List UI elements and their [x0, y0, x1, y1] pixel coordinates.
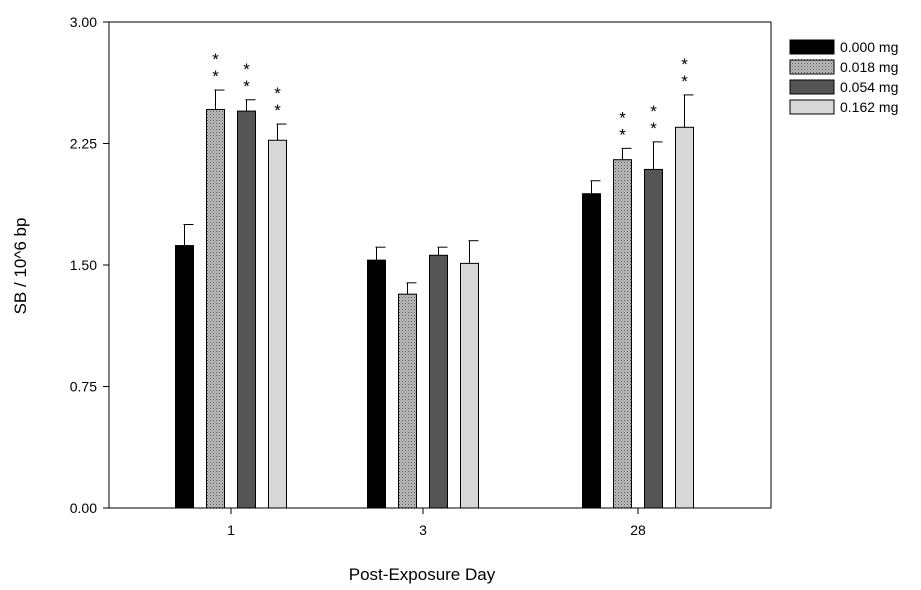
legend-label-2: 0.054 mg [840, 79, 898, 95]
significance-mark-1-0-0: * [212, 50, 219, 69]
bar-2-1 [429, 254, 448, 509]
significance-mark-1-0-1: * [212, 67, 219, 86]
x-axis-title: Post-Exposure Day [349, 565, 496, 584]
significance-mark-2-2-0: * [650, 102, 657, 121]
bar-0-0 [175, 245, 194, 509]
bar-1-0 [206, 108, 225, 509]
bar-3-0 [268, 139, 287, 509]
significance-mark-3-0-1: * [274, 101, 281, 120]
legend-swatch-2 [789, 79, 835, 95]
bar-2-2 [644, 168, 663, 509]
y-tick-label-1: 0.75 [70, 379, 97, 395]
legend-label-0: 0.000 mg [840, 39, 898, 55]
y-tick-label-3: 2.25 [70, 136, 97, 152]
bar-0-1 [367, 259, 386, 509]
legend-label-3: 0.162 mg [840, 99, 898, 115]
significance-mark-3-2-1: * [681, 72, 688, 91]
bar-2-0 [237, 110, 256, 509]
bar-3-2 [675, 126, 694, 509]
y-tick-label-4: 3.00 [70, 14, 97, 30]
significance-mark-1-2-0: * [619, 108, 626, 127]
significance-mark-1-2-1: * [619, 125, 626, 144]
bar-0-2 [582, 193, 601, 509]
x-tick-label-1: 3 [419, 522, 427, 538]
significance-mark-3-0-0: * [274, 84, 281, 103]
y-tick-label-2: 1.50 [70, 257, 97, 273]
x-tick-label-2: 28 [630, 522, 646, 538]
bar-3-1 [460, 262, 479, 509]
significance-mark-2-0-1: * [243, 77, 250, 96]
significance-mark-2-0-0: * [243, 60, 250, 79]
significance-mark-3-2-0: * [681, 55, 688, 74]
x-tick-label-0: 1 [227, 522, 235, 538]
y-axis-title: SB / 10^6 bp [11, 218, 30, 315]
legend-swatch-0 [789, 39, 835, 55]
bar-1-1 [398, 293, 417, 509]
significance-mark-2-2-1: * [650, 119, 657, 138]
bar-1-2 [613, 159, 632, 509]
legend-label-1: 0.018 mg [840, 59, 898, 75]
legend-swatch-3 [789, 99, 835, 115]
y-tick-label-0: 0.00 [70, 500, 97, 516]
legend-swatch-1 [789, 59, 835, 75]
